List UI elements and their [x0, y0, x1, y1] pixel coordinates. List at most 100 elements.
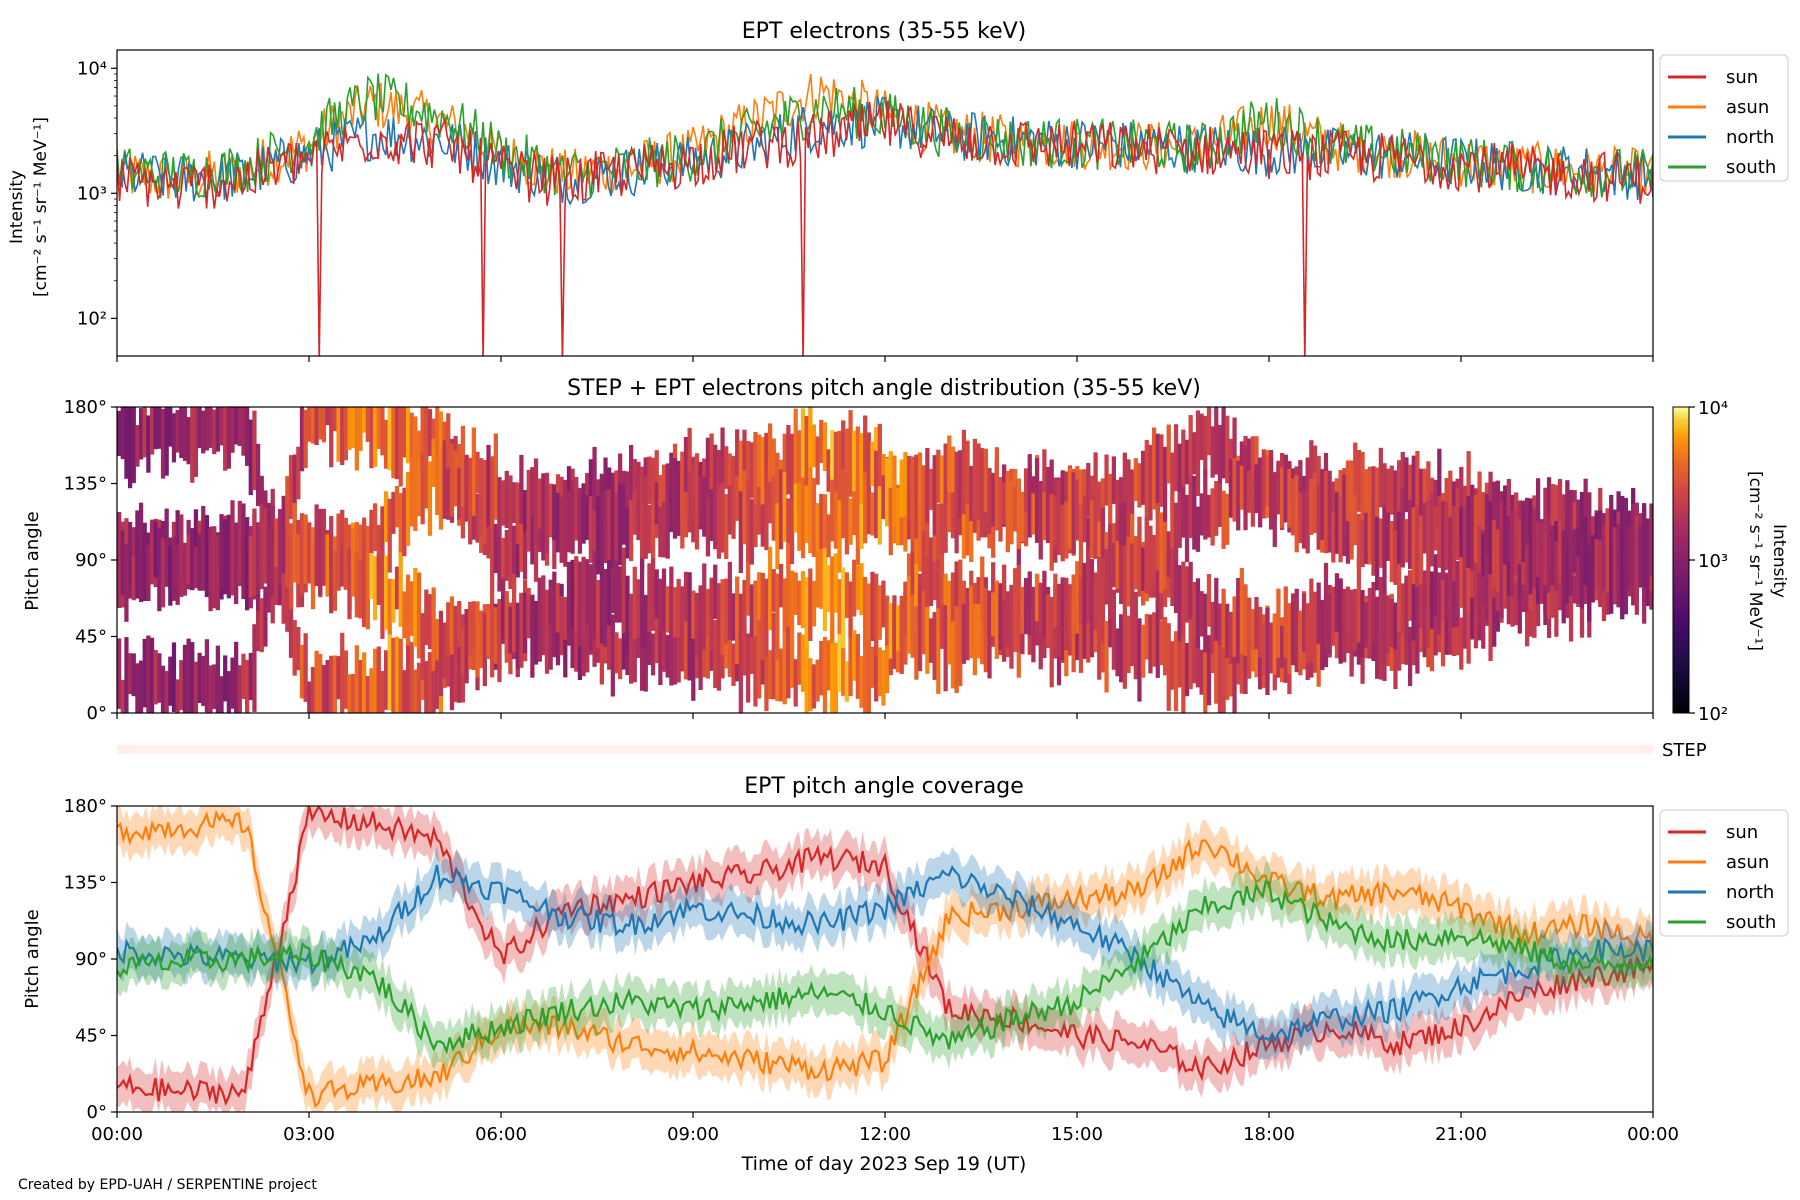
heatmap-cell	[1130, 543, 1135, 604]
heatmap-cell	[1181, 487, 1186, 538]
heatmap-cell	[314, 407, 319, 445]
heatmap-cell	[1013, 568, 1018, 652]
heatmap-cell	[1411, 507, 1416, 585]
heatmap-cell	[1532, 507, 1537, 589]
heatmap-cell	[650, 502, 656, 565]
heatmap-cell	[175, 679, 180, 713]
heatmap-cell	[526, 595, 531, 639]
heatmap-cell	[808, 467, 813, 554]
heatmap-cell	[1093, 572, 1098, 630]
heatmap-cell	[1115, 628, 1120, 677]
heatmap-cell	[841, 420, 846, 506]
heatmap-cell	[1609, 543, 1614, 614]
heatmap-cell	[373, 556, 378, 621]
heatmap-cell	[157, 527, 162, 612]
heatmap-cell	[841, 567, 846, 649]
heatmap-cell	[1210, 488, 1215, 546]
heatmap-cell	[1466, 495, 1471, 568]
heatmap-cell	[1587, 492, 1592, 553]
heatmap-cell	[475, 601, 480, 678]
heatmap-cell	[1521, 506, 1526, 562]
heatmap-cell	[1188, 616, 1193, 690]
heatmap-cell	[153, 521, 158, 578]
heatmap-cell	[738, 440, 743, 500]
heatmap-cell	[632, 566, 637, 640]
heatmap-cell	[1221, 588, 1226, 649]
heatmap-cell	[1111, 543, 1116, 588]
heatmap-cell	[1554, 555, 1559, 637]
heatmap-cell	[1375, 467, 1380, 519]
heatmap-cell	[983, 587, 988, 673]
heatmap-cell	[760, 504, 765, 547]
heatmap-cell	[767, 546, 773, 631]
heatmap-cell	[351, 528, 356, 597]
heatmap-cell	[1214, 617, 1219, 704]
heatmap-cell	[511, 574, 517, 653]
heatmap-cell	[1020, 586, 1025, 634]
heatmap-cell	[771, 612, 776, 700]
heatmap-cell	[753, 633, 758, 707]
heatmap-cell	[405, 407, 411, 464]
heatmap-cell	[182, 644, 188, 713]
heatmap-cell	[1162, 522, 1168, 590]
heatmap-cell	[837, 430, 842, 516]
heatmap-cell	[438, 449, 444, 530]
heatmap-cell	[1056, 583, 1062, 657]
heatmap-cell	[1254, 464, 1259, 514]
heatmap-cell	[958, 559, 963, 634]
heatmap-cell	[1364, 602, 1369, 648]
heatmap-cell	[844, 572, 850, 618]
heatmap-cell	[321, 665, 327, 713]
heatmap-cell	[138, 408, 144, 460]
heatmap-cell	[1217, 483, 1223, 527]
heatmap-cell	[702, 563, 707, 650]
heatmap-cell	[1151, 427, 1157, 510]
heatmap-cell	[1492, 481, 1497, 534]
heatmap-cell	[358, 524, 363, 576]
x-tick-label: 09:00	[667, 1124, 719, 1145]
heatmap-cell	[899, 459, 904, 518]
heatmap-cell	[157, 653, 162, 703]
heatmap-cell	[1345, 586, 1351, 635]
heatmap-cell	[336, 656, 341, 700]
heatmap-cell	[1455, 487, 1460, 561]
heatmap-cell	[1386, 468, 1391, 514]
panel1-yaxis: 10² 10³ 10⁴	[77, 58, 117, 329]
heatmap-cell	[1477, 471, 1482, 547]
heatmap-cell	[117, 410, 122, 456]
heatmap-cell	[1378, 577, 1383, 661]
heatmap-cell	[661, 568, 667, 631]
heatmap-cell	[552, 484, 557, 541]
heatmap-cell	[1353, 442, 1358, 531]
heatmap-cell	[1448, 559, 1453, 626]
heatmap-cell	[1261, 449, 1266, 509]
heatmap-cell	[771, 475, 776, 541]
heatmap-cell	[844, 661, 850, 702]
heatmap-cell	[504, 530, 509, 581]
heatmap-cell	[427, 652, 433, 713]
heatmap-cell	[800, 408, 806, 490]
heatmap-cell	[402, 591, 407, 639]
heatmap-cell	[351, 674, 356, 713]
heatmap-cell	[863, 415, 868, 480]
heatmap-cell	[380, 506, 385, 562]
heatmap-cell	[530, 487, 535, 565]
heatmap-cell	[1265, 607, 1270, 695]
heatmap-cell	[972, 438, 978, 514]
heatmap-cell	[658, 475, 663, 520]
heatmap-cell	[1462, 560, 1468, 619]
heatmap-cell	[424, 589, 429, 646]
heatmap-cell	[932, 611, 937, 680]
heatmap-cell	[501, 596, 506, 639]
heatmap-cell	[365, 676, 370, 713]
heatmap-cell	[1539, 523, 1544, 602]
heatmap-cell	[168, 546, 173, 606]
heatmap-cell	[234, 641, 239, 713]
heatmap-cell	[921, 521, 926, 604]
heatmap-cell	[504, 470, 509, 528]
heatmap-cell	[1184, 566, 1190, 623]
heatmap-cell	[285, 476, 290, 523]
heatmap-cell	[943, 605, 948, 692]
heatmap-cell	[171, 413, 177, 463]
heatmap-cell	[1488, 501, 1493, 575]
